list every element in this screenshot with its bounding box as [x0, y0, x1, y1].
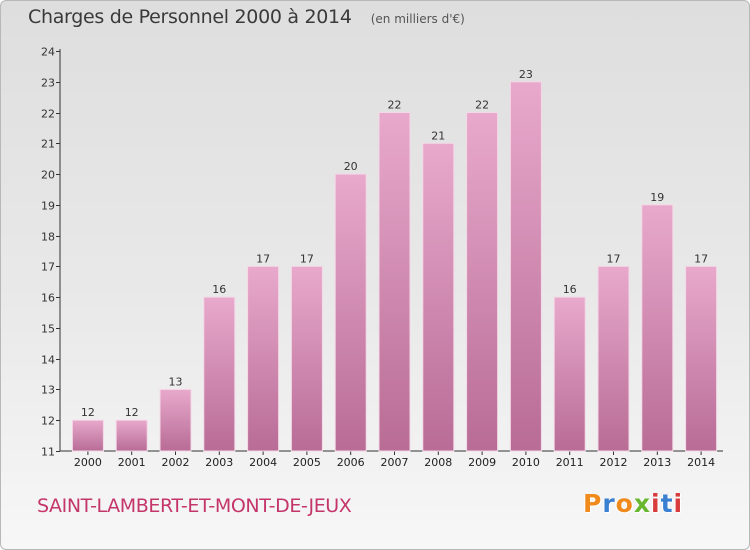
x-tick-label: 2010 [512, 456, 540, 469]
y-tick-label: 14 [41, 354, 55, 367]
y-tick-label: 20 [41, 169, 55, 182]
bar [466, 112, 499, 452]
logo-letter: t [660, 489, 674, 518]
data-label: 23 [519, 68, 533, 81]
y-tick-label: 21 [41, 138, 55, 151]
x-tick-label: 2000 [74, 456, 102, 469]
logo-letter: i [651, 489, 661, 518]
data-label: 12 [81, 406, 95, 419]
bar [71, 419, 104, 452]
data-label: 16 [212, 283, 226, 296]
y-tick-label: 15 [41, 323, 55, 336]
logo-letter: x [633, 489, 651, 518]
data-label: 22 [475, 99, 489, 112]
bar [290, 265, 323, 452]
y-tick-label: 22 [41, 108, 55, 121]
bar [685, 265, 718, 452]
proxiti-logo[interactable]: Proxiti [583, 489, 683, 518]
data-label: 12 [125, 406, 139, 419]
x-tick-label: 2004 [249, 456, 277, 469]
x-tick-label: 2014 [687, 456, 715, 469]
x-tick-label: 2008 [424, 456, 452, 469]
bar [553, 296, 586, 452]
x-tick-label: 2003 [205, 456, 233, 469]
y-tick-label: 19 [41, 200, 55, 213]
data-label: 19 [650, 191, 664, 204]
logo-letter: r [602, 489, 616, 518]
logo-letter: o [615, 489, 634, 518]
y-tick-label: 17 [41, 261, 55, 274]
bars [71, 81, 718, 452]
bar [334, 173, 367, 452]
data-label: 21 [431, 129, 445, 142]
bar [641, 204, 674, 452]
logo-letter: P [583, 489, 603, 518]
y-tick-label: 16 [41, 292, 55, 305]
bar [159, 388, 192, 452]
y-tick-label: 24 [41, 46, 55, 59]
data-label: 22 [388, 99, 402, 112]
y-tick-label: 18 [41, 231, 55, 244]
data-label: 13 [169, 375, 183, 388]
data-label: 17 [300, 252, 314, 265]
data-label: 16 [563, 283, 577, 296]
value-labels: 12 12 13 16 17 17 20 22 21 22 23 16 17 19 17 [81, 68, 708, 419]
bar [247, 265, 280, 452]
bar [378, 112, 411, 452]
y-tick-label: 12 [41, 415, 55, 428]
bar [597, 265, 630, 452]
data-label: 17 [694, 252, 708, 265]
bar [115, 419, 148, 452]
x-tick-label: 2013 [643, 456, 671, 469]
x-tick-label: 2005 [293, 456, 321, 469]
y-tick-label: 23 [41, 77, 55, 90]
data-label: 20 [344, 160, 358, 173]
title-row: Charges de Personnel 2000 à 2014 (en mil… [28, 6, 465, 28]
x-tick-label: 2011 [556, 456, 584, 469]
data-label: 17 [256, 252, 270, 265]
y-tick-label: 11 [41, 446, 55, 459]
bar [203, 296, 236, 452]
logo-letter: i [673, 489, 684, 518]
x-tick-label: 2001 [118, 456, 146, 469]
x-tick-label: 2012 [600, 456, 628, 469]
data-label: 17 [607, 252, 621, 265]
commune-name: SAINT-LAMBERT-ET-MONT-DE-JEUX [37, 495, 352, 517]
bar [422, 142, 455, 452]
x-tick-label: 2007 [381, 456, 409, 469]
bar [509, 81, 542, 452]
x-tick-label: 2009 [468, 456, 496, 469]
y-tick-label: 13 [41, 384, 55, 397]
chart-title: Charges de Personnel 2000 à 2014 [28, 6, 352, 28]
x-tick-label: 2006 [337, 456, 365, 469]
chart-unit: (en milliers d'€) [370, 12, 465, 26]
x-tick-label: 2002 [162, 456, 190, 469]
